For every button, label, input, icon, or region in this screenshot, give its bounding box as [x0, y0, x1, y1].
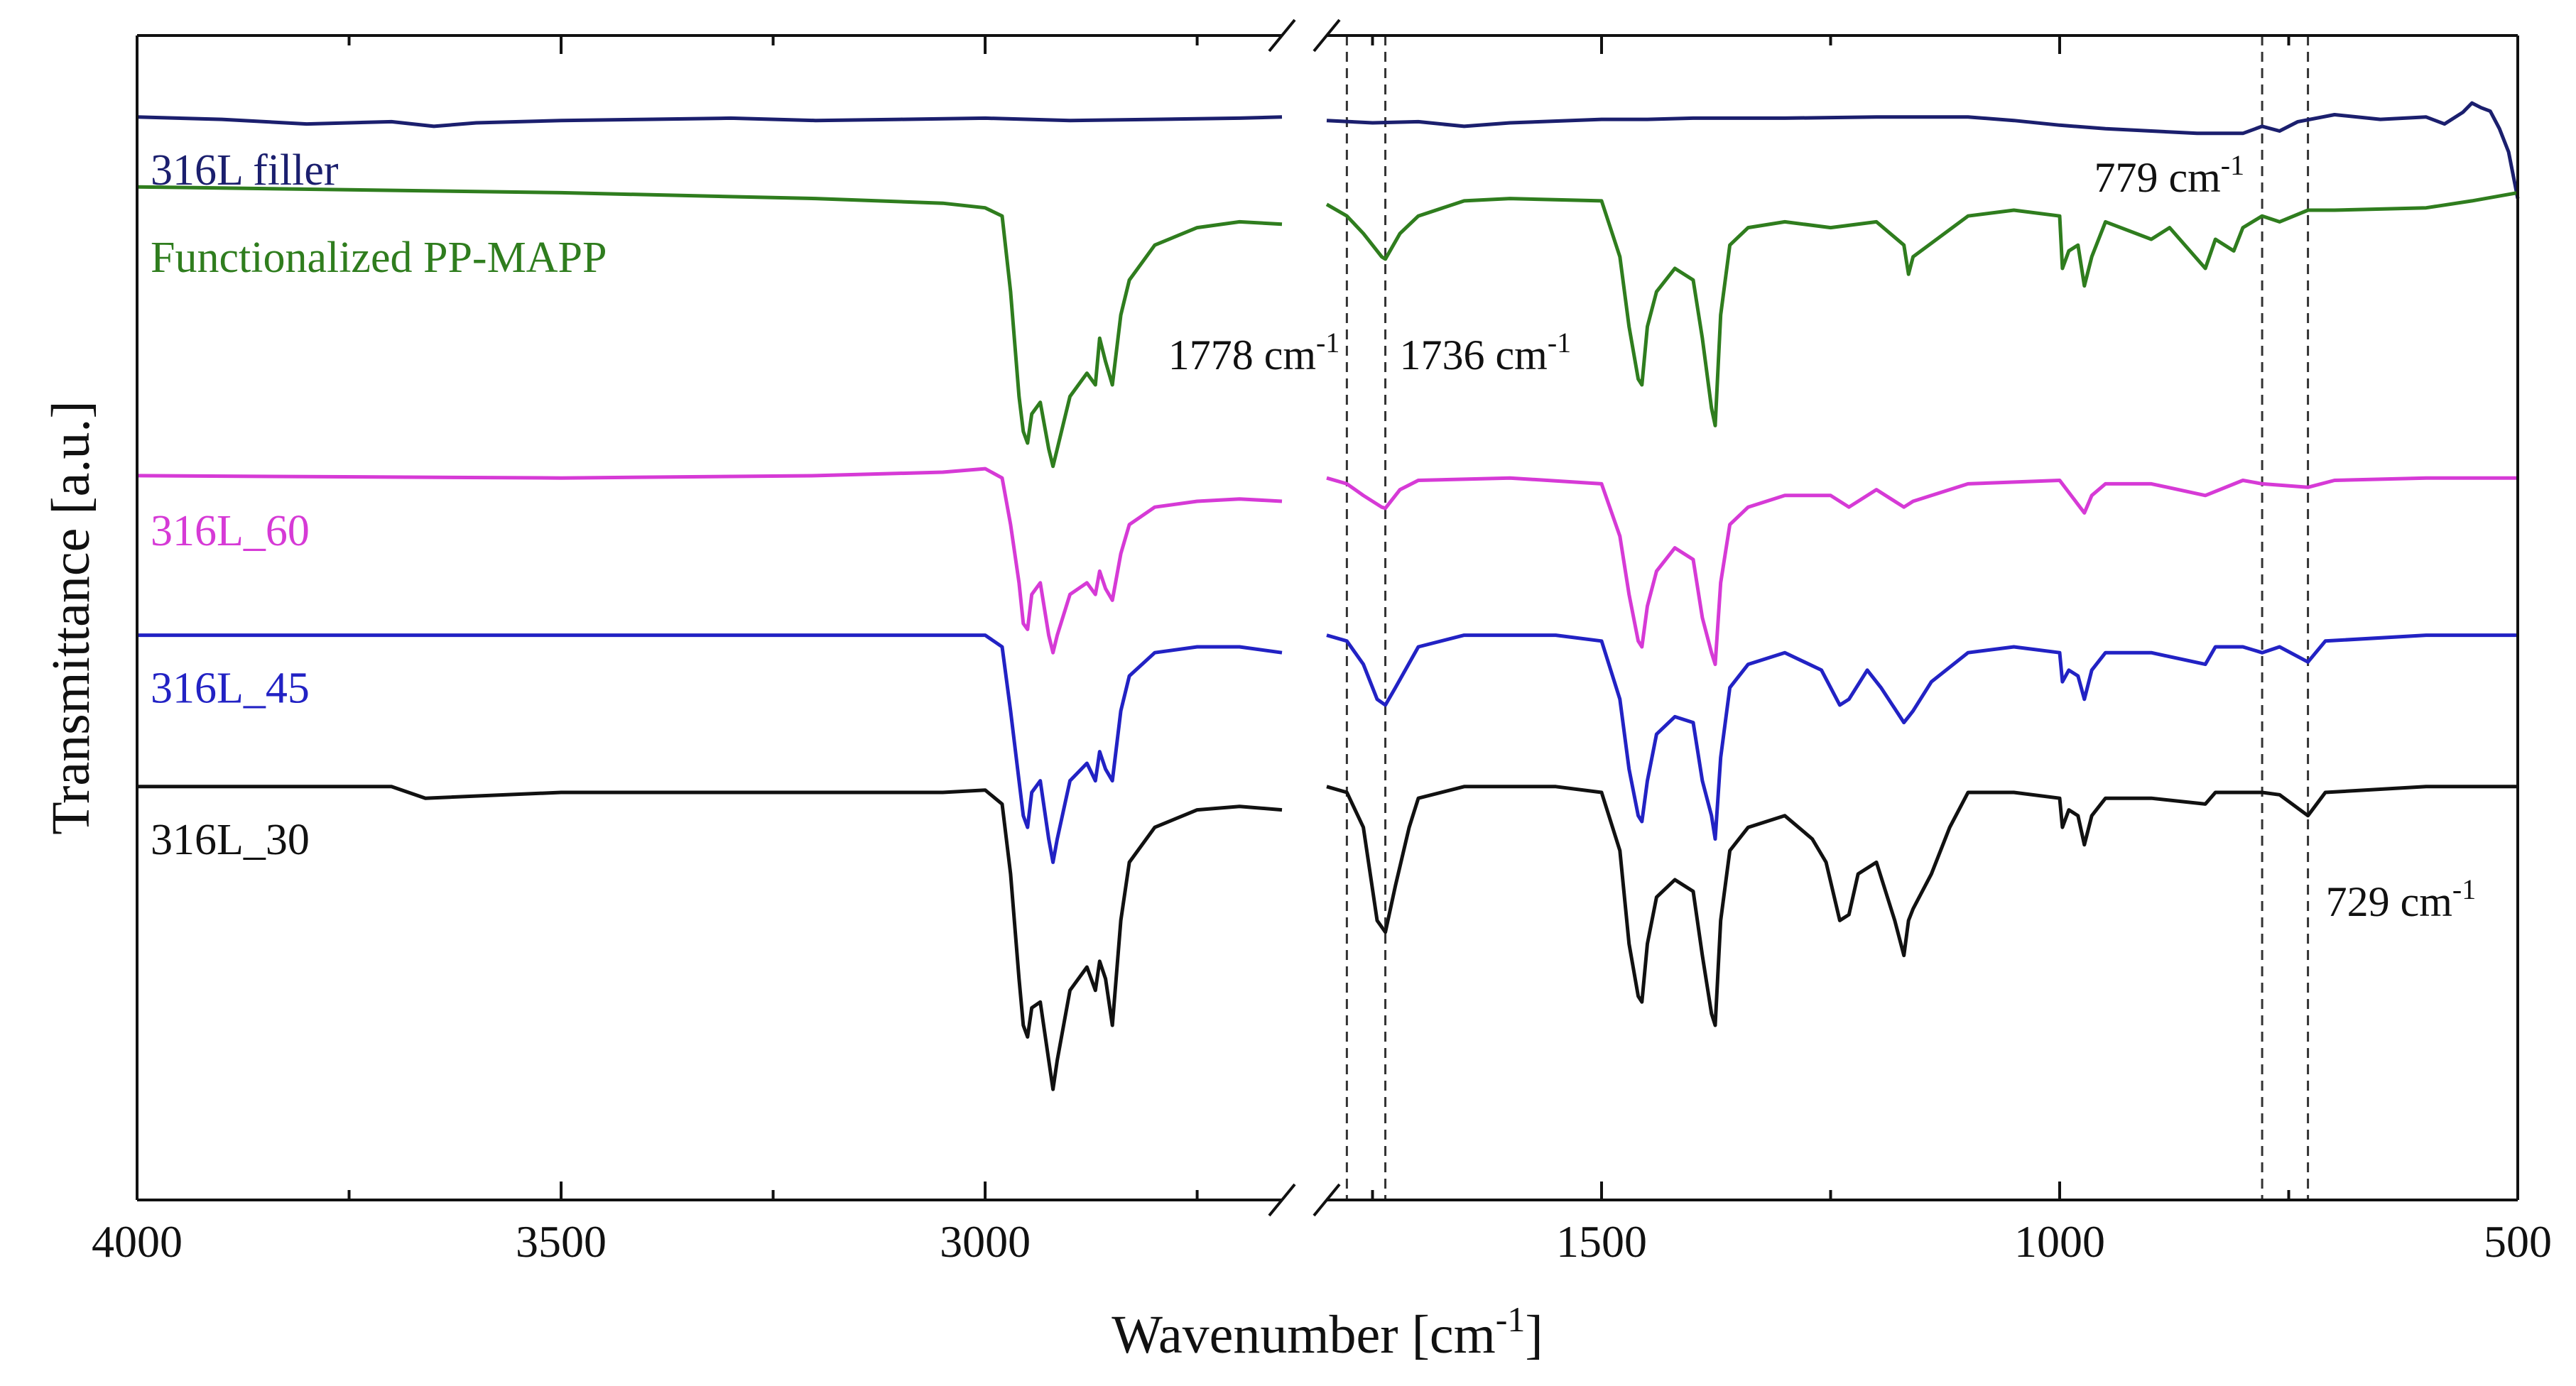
- axis-break-mark: [1268, 1183, 1296, 1217]
- x-axis-label: Wavenumber [cm-1]: [1112, 1299, 1543, 1365]
- axis-break-mark: [1313, 18, 1341, 53]
- x-tick-label: 1500: [1556, 1216, 1647, 1267]
- series-label: 316L filler: [151, 146, 339, 195]
- x-tick-label: 3500: [516, 1216, 607, 1267]
- axis-break-mark: [1313, 1183, 1341, 1217]
- series-line-316l-60-seg1: [136, 466, 1283, 655]
- series-lines: [136, 101, 2520, 1091]
- series-label: Functionalized PP-MAPP: [151, 234, 607, 282]
- x-tick-label: 500: [2484, 1216, 2552, 1267]
- axes: [136, 18, 2519, 1217]
- x-tick-label: 1000: [2014, 1216, 2105, 1267]
- series-label: 316L_45: [151, 665, 310, 713]
- x-ticks: 4000 3500 3000 1500 1000 500: [92, 36, 2552, 1267]
- axis-break-mark: [1268, 18, 1296, 53]
- series-line-316l-45-seg1: [137, 633, 1283, 864]
- series-line-316l-filler-seg2: [1326, 101, 2520, 200]
- y-axis-label: Transmittance [a.u.]: [41, 400, 101, 834]
- series-label: 316L_60: [151, 507, 310, 555]
- series-line-functionalized-pp-mapp-seg1: [136, 185, 1283, 469]
- annotation-label: 729 cm-1: [2326, 873, 2477, 925]
- reference-lines: [1345, 36, 2310, 1200]
- series-line-316l-filler-seg1: [136, 115, 1283, 129]
- series-line-functionalized-pp-mapp-seg2: [1325, 190, 2518, 427]
- labels: 316L filler Functionalized PP-MAPP 316L_60…: [41, 146, 2476, 1365]
- x-tick-label: 3000: [940, 1216, 1031, 1267]
- x-tick-label: 4000: [92, 1216, 183, 1267]
- annotation-label: 1778 cm-1: [1168, 327, 1340, 378]
- series-line-316l-60-seg2: [1326, 476, 2518, 667]
- annotation-label: 1736 cm-1: [1400, 327, 1572, 378]
- series-line-316l-45-seg2: [1326, 633, 2518, 841]
- series-line-316l-30-seg2: [1326, 785, 2518, 1027]
- annotation-label: 779 cm-1: [2094, 149, 2244, 201]
- series-label: 316L_30: [151, 816, 310, 864]
- series-line-316l-30-seg1: [137, 785, 1283, 1091]
